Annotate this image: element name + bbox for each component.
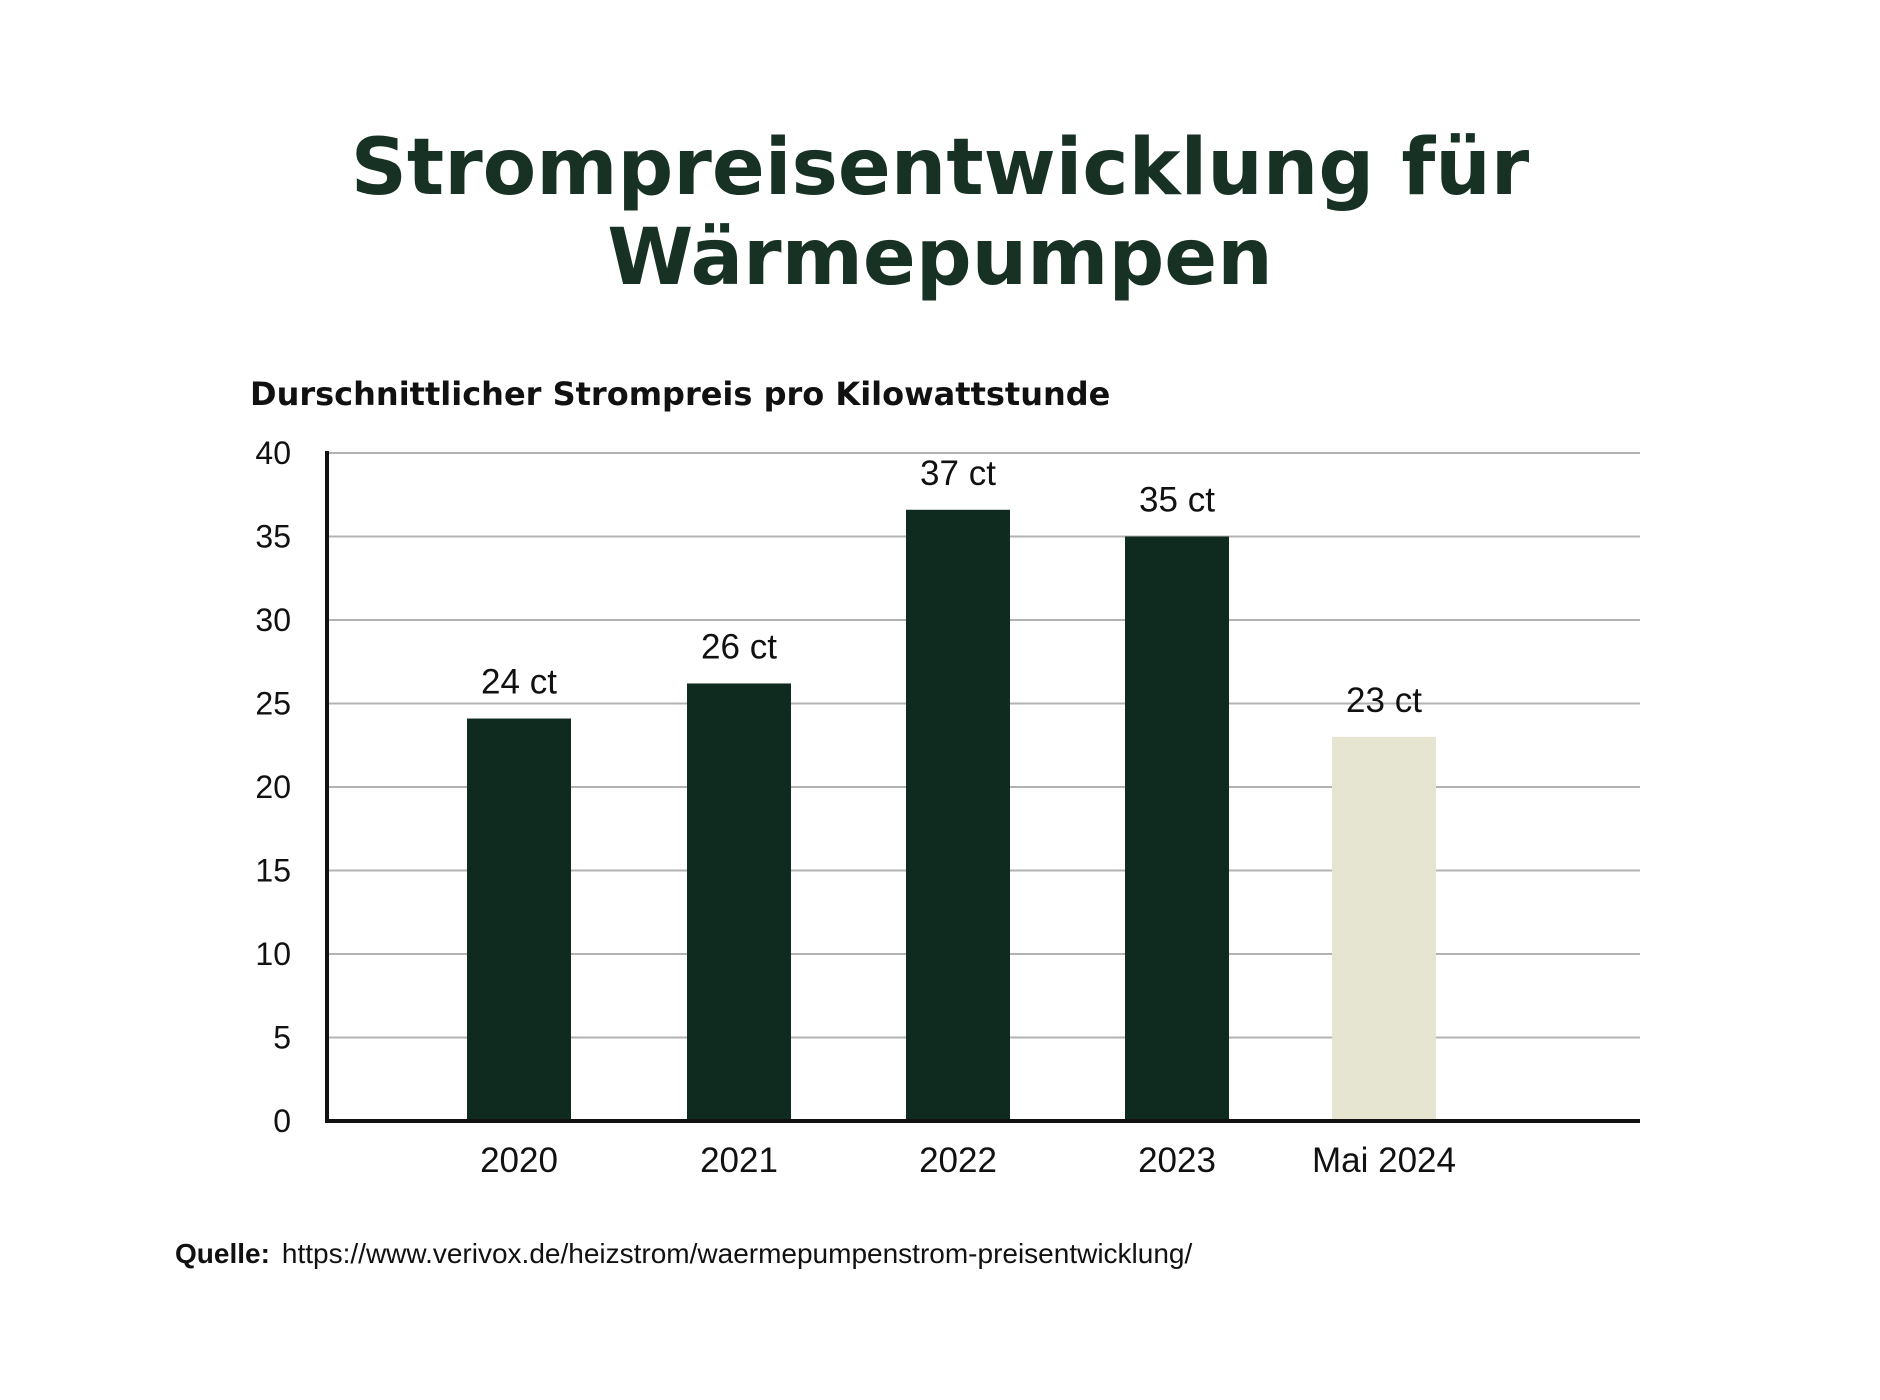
data-label: 35 ct	[1139, 481, 1215, 520]
bar	[906, 509, 1010, 1121]
bar	[467, 718, 571, 1121]
data-label: 23 ct	[1346, 681, 1422, 720]
x-category-label: 2021	[700, 1141, 778, 1180]
y-tick-label: 15	[255, 853, 291, 889]
y-tick-label: 35	[255, 519, 291, 555]
y-tick-label: 30	[255, 602, 291, 638]
y-tick-label: 0	[273, 1103, 291, 1139]
data-labels: 24 ct 26 ct 37 ct 35 ct 23 ct	[481, 454, 1422, 720]
data-label: 37 ct	[920, 454, 996, 493]
data-label: 26 ct	[701, 627, 777, 666]
y-tick-label: 25	[255, 686, 291, 722]
y-tick-label: 20	[255, 769, 291, 805]
source-url: https://www.verivox.de/heizstrom/waermep…	[282, 1238, 1193, 1269]
y-tick-label: 5	[273, 1020, 291, 1056]
chart-title-line1: Strompreisentwicklung für	[351, 123, 1530, 213]
x-category-label: 2023	[1138, 1141, 1216, 1180]
x-axis-categories: 2020 2021 2022 2023 Mai 2024	[480, 1141, 1456, 1180]
bars	[467, 509, 1436, 1121]
data-label: 24 ct	[481, 663, 557, 702]
x-category-label: 2020	[480, 1141, 558, 1180]
source-label: Quelle:	[175, 1238, 270, 1269]
source-line: Quelle: https://www.verivox.de/heizstrom…	[175, 1238, 1192, 1269]
x-category-label: Mai 2024	[1312, 1141, 1456, 1180]
bar	[1125, 536, 1229, 1121]
axes	[325, 451, 1640, 1123]
bar	[1332, 736, 1436, 1121]
bar	[687, 683, 791, 1121]
chart-title-line2: Wärmepumpen	[607, 213, 1272, 303]
y-tick-label: 10	[255, 936, 291, 972]
y-axis-ticks: 0 5 10 15 20 25 30 35 40	[255, 435, 291, 1139]
chart-subtitle: Durschnittlicher Strompreis pro Kilowatt…	[250, 375, 1110, 413]
y-tick-label: 40	[255, 435, 291, 471]
x-category-label: 2022	[919, 1141, 997, 1180]
